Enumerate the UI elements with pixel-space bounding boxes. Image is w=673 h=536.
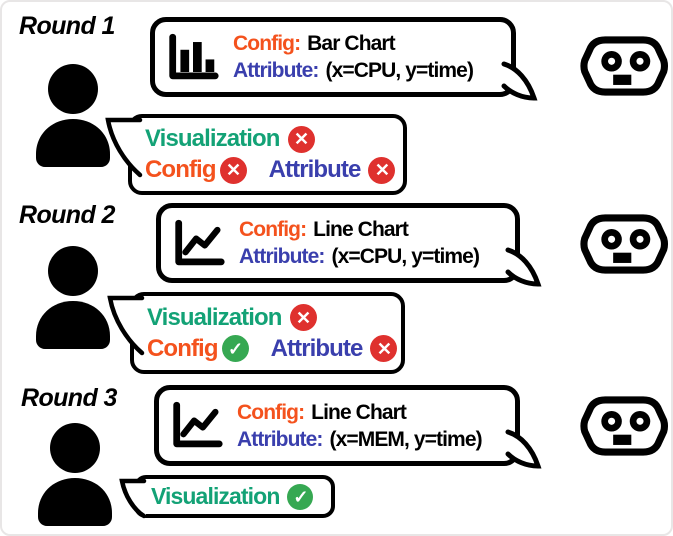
check-icon: ✓ [221,335,249,362]
cross-icon: ✕ [289,304,317,331]
feedback-line: Visualization ✕ [147,304,393,332]
line-chart-icon [170,216,228,271]
config-feedback: Config ✓ [147,335,249,363]
feedback-line: Visualization ✓ [151,483,323,510]
config-label: Config: [233,32,301,55]
bubble-tail [114,478,146,520]
attribute-feedback: Attribute ✕ [271,335,398,363]
bubble-tail [100,295,144,357]
config-line: Config: Line Chart [237,399,482,426]
robot-icon [580,210,670,278]
round-label: Round 3 [21,384,117,412]
bar-chart-icon [164,30,222,85]
robot-message-bubble: Config: Line Chart Attribute: (x=MEM, y=… [154,385,520,466]
attribute-line: Attribute: (x=CPU, y=time) [239,243,480,270]
config-label: Config: [239,218,307,241]
config-label: Config: [237,400,305,424]
bar-chart-icon [164,30,222,85]
attribute-label: Attribute [268,156,362,183]
config-label: Config [147,334,218,362]
user-feedback-bubble: Visualization ✕ Config ✕ Attribute ✕ [128,114,407,195]
cross-icon: ✕ [219,156,247,184]
bubble-tail [98,117,142,179]
attribute-value: (x=CPU, y=time) [331,245,480,268]
visualization-label: Visualization [147,303,282,331]
attribute-feedback: Attribute ✕ [269,156,396,184]
robot-message-text: Config: Line Chart Attribute: (x=CPU, y=… [239,216,480,270]
robot-face-icon [580,392,670,460]
cross-icon: ✕ [287,125,315,153]
round-label: Round 1 [19,12,115,40]
user-feedback-bubble: Visualization ✓ [134,475,335,518]
attribute-label: Attribute: [239,245,325,268]
robot-face-icon [580,32,670,100]
attribute-value: (x=MEM, y=time) [329,427,482,451]
attribute-line: Attribute: (x=CPU, y=time) [233,57,474,84]
attribute-label: Attribute [270,334,364,362]
bubble-tail [508,248,546,288]
attribute-label: Attribute: [233,59,319,82]
user-icon [26,422,122,526]
config-value: Bar Chart [307,32,395,55]
config-value: Line Chart [313,218,409,241]
robot-message-bubble: Config: Line Chart Attribute: (x=CPU, y=… [156,203,520,283]
bubble-tail [508,430,546,470]
line-chart-icon [168,398,226,453]
config-value: Line Chart [311,400,407,424]
config-label: Config [145,156,216,183]
config-feedback: Config ✕ [145,156,247,184]
check-icon: ✓ [287,483,314,510]
user-feedback-bubble: Visualization ✕ Config ✓ Attribute ✕ [130,292,405,374]
feedback-line: Config ✓ Attribute ✕ [147,335,398,363]
robot-message-bubble: Config: Bar Chart Attribute: (x=CPU, y=t… [150,17,516,97]
robot-face-icon [580,210,670,278]
line-chart-icon [170,216,228,271]
round-label: Round 2 [19,201,115,229]
user-silhouette-icon [38,423,112,526]
line-chart-icon [168,398,226,453]
robot-message-text: Config: Bar Chart Attribute: (x=CPU, y=t… [233,30,474,84]
visualization-label: Visualization [151,483,280,509]
attribute-line: Attribute: (x=MEM, y=time) [237,426,483,453]
robot-icon [580,392,670,460]
bubble-tail [504,62,542,102]
feedback-line: Visualization ✕ [145,125,395,153]
attribute-label: Attribute: [237,427,323,451]
config-line: Config: Line Chart [239,216,479,243]
robot-icon [580,32,670,100]
robot-message-text: Config: Line Chart Attribute: (x=MEM, y=… [237,399,483,453]
visualization-label: Visualization [145,125,280,152]
feedback-line: Config ✕ Attribute ✕ [145,156,396,184]
attribute-value: (x=CPU, y=time) [325,59,474,82]
config-line: Config: Bar Chart [233,30,473,57]
cross-icon: ✕ [368,156,396,184]
cross-icon: ✕ [370,335,398,362]
